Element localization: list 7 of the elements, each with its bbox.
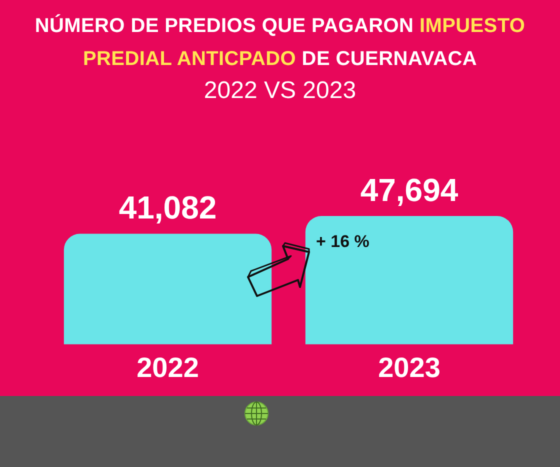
chart-title: NÚMERO DE PREDIOS QUE PAGARON IMPUESTO PREDIAL ANTICPADO DE CUERNAVACA (34, 15, 526, 70)
annotation: + 16 % (316, 232, 370, 252)
x-tick-label: 2022 (136, 352, 199, 383)
chart-subtitle: 2022 VS 2023 (202, 76, 358, 106)
data-label: 47,694 (360, 172, 458, 208)
data-label: 41,082 (118, 190, 217, 226)
x-tick-label: 2023 (378, 352, 440, 383)
